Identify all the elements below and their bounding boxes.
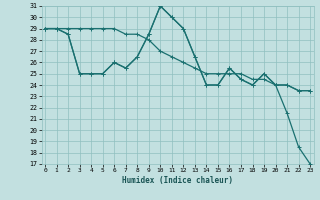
X-axis label: Humidex (Indice chaleur): Humidex (Indice chaleur) [122, 176, 233, 185]
